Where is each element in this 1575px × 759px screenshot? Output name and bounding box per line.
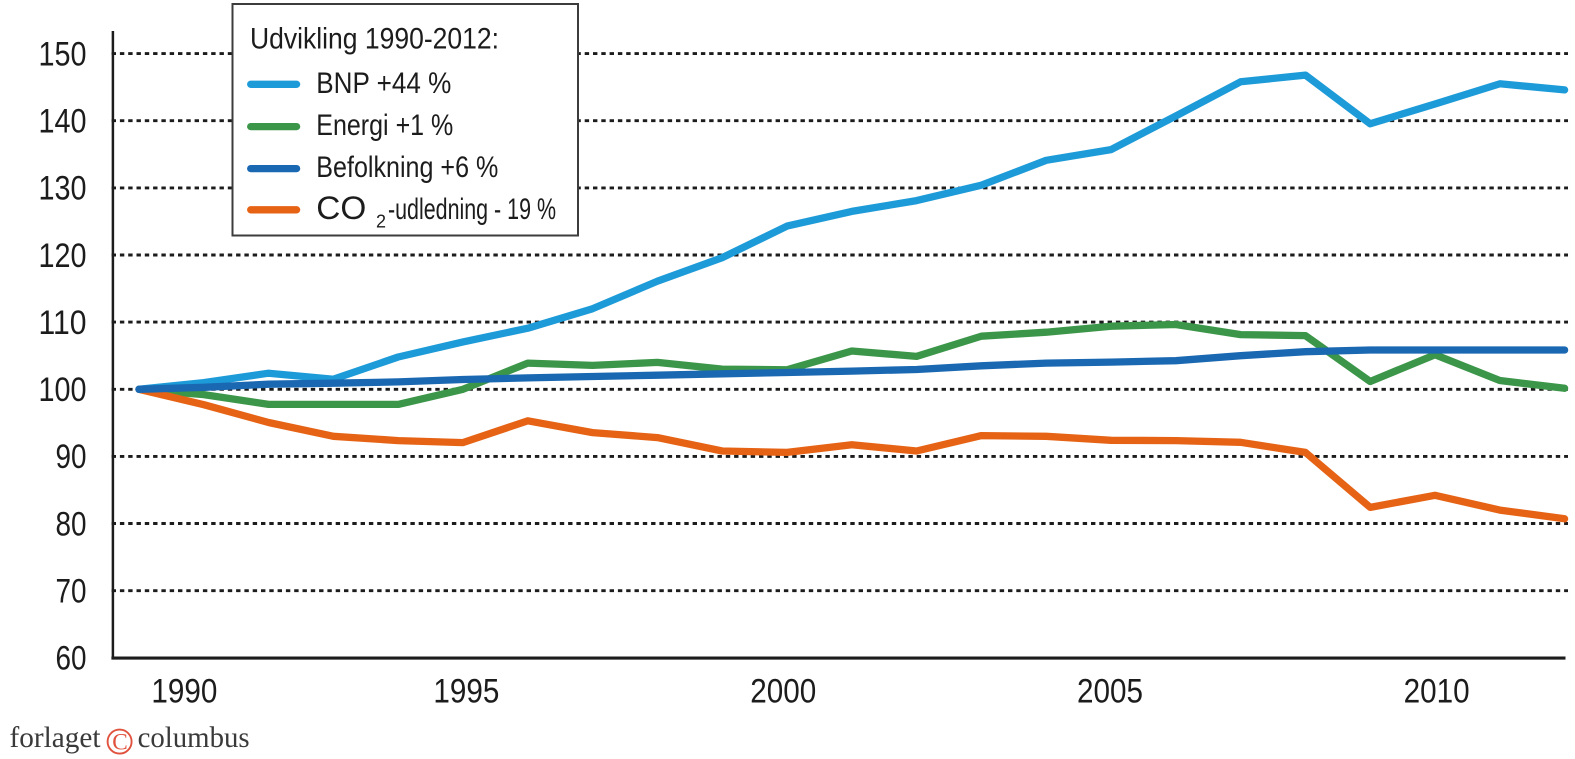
svg-text:1990: 1990 [151,673,217,711]
svg-text:60: 60 [56,640,87,678]
svg-text:2005: 2005 [1077,673,1143,711]
svg-text:2000: 2000 [750,673,816,711]
svg-text:2010: 2010 [1404,673,1470,711]
svg-text:90: 90 [56,438,87,476]
svg-text:80: 80 [56,505,87,543]
svg-text:Energi +1 %: Energi +1 % [316,109,453,142]
svg-text:Udvikling 1990-2012:: Udvikling 1990-2012: [250,22,499,55]
svg-text:120: 120 [39,237,87,275]
svg-text:1995: 1995 [433,673,499,711]
svg-text:150: 150 [39,35,87,73]
svg-text:forlaget: forlaget [10,721,102,754]
svg-text:140: 140 [39,103,87,141]
svg-text:CO: CO [316,190,366,226]
svg-text:columbus: columbus [138,721,250,754]
svg-text:2: 2 [376,212,386,232]
svg-text:Befolkning +6 %: Befolkning +6 % [316,151,498,184]
svg-text:-udledning - 19 %: -udledning - 19 % [388,193,556,226]
svg-text:70: 70 [56,573,87,611]
svg-text:100: 100 [39,371,87,409]
svg-text:BNP +44 %: BNP +44 % [316,67,451,100]
svg-text:130: 130 [39,170,87,208]
svg-text:C: C [112,729,128,755]
svg-text:110: 110 [39,304,87,342]
